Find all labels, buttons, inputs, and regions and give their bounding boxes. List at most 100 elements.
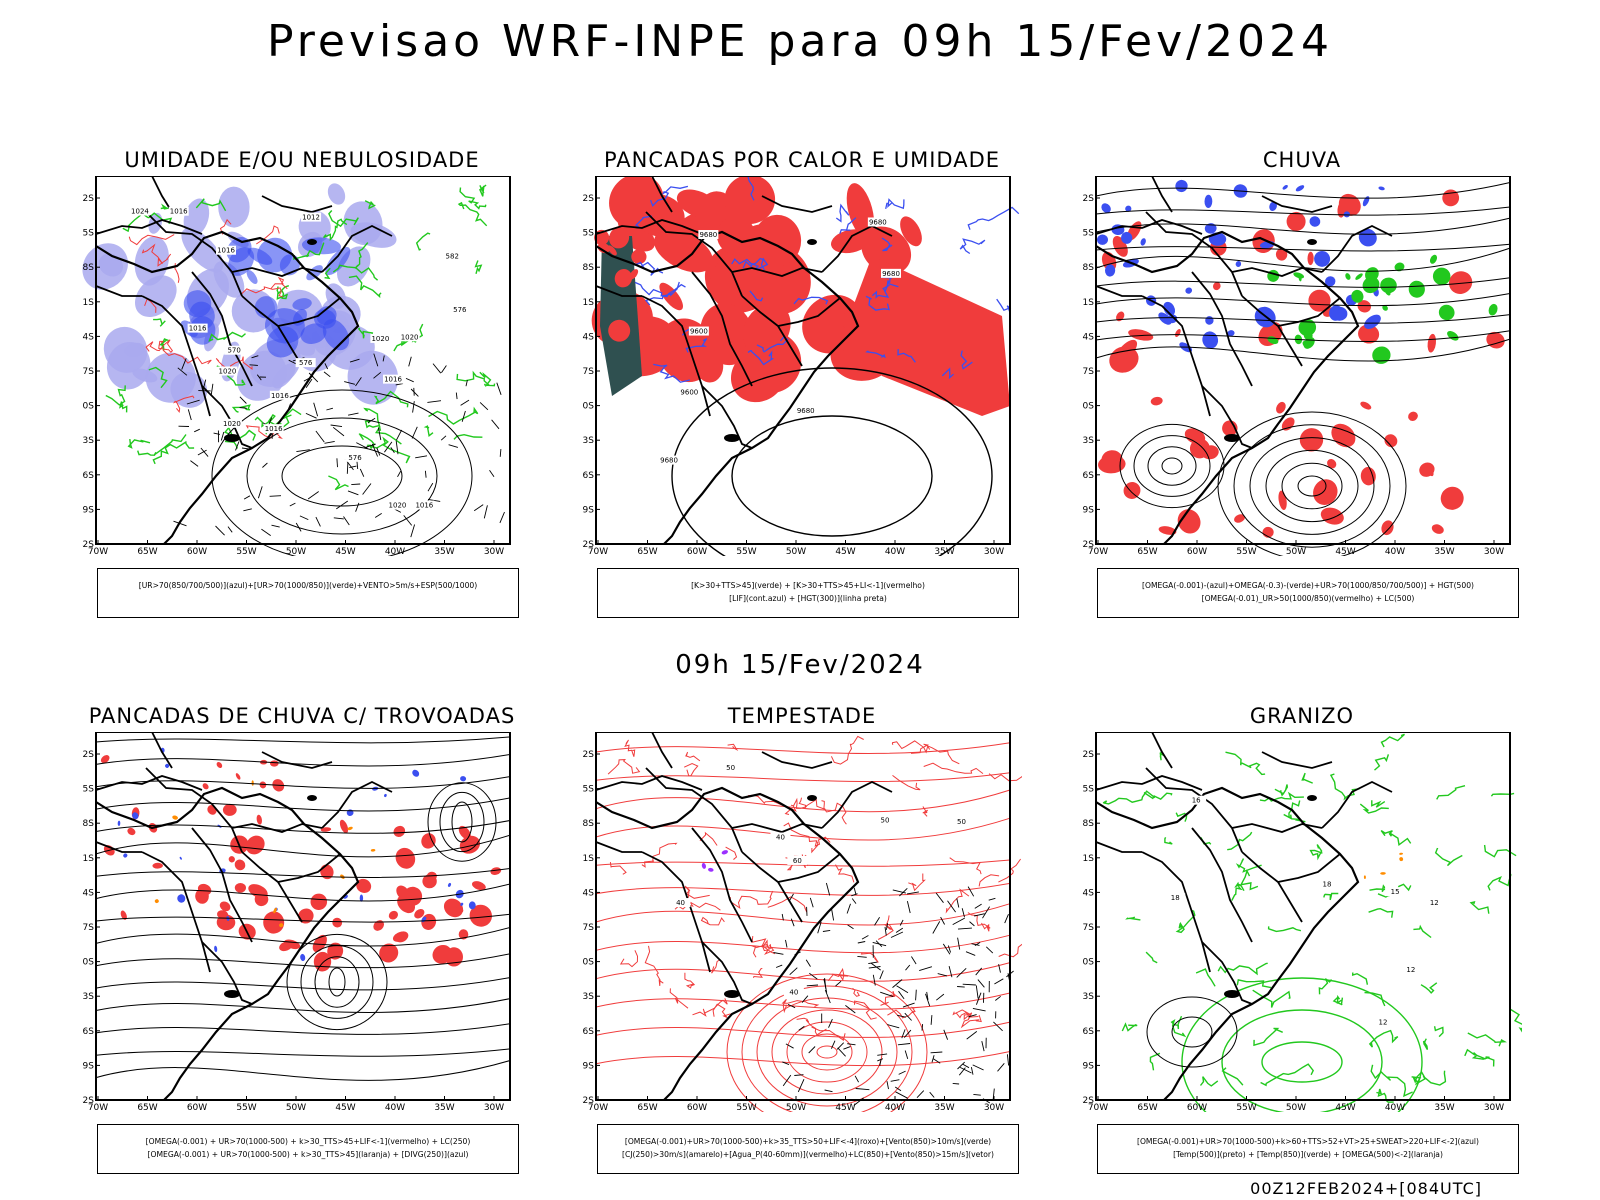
- wind-vector-850: [872, 974, 876, 986]
- low-level-humidity-contour: [231, 404, 251, 413]
- wind-vector: [299, 515, 309, 521]
- omega-green-shade: [1298, 274, 1302, 282]
- wind-vector: [405, 377, 414, 383]
- precipitable-water-contour: [767, 896, 808, 913]
- lon-tick-label: 70W: [588, 547, 608, 556]
- wind-vector-850: [940, 916, 945, 925]
- precipitable-water-contour: [877, 915, 894, 940]
- precipitable-water-contour: [685, 751, 701, 762]
- pressure-isobar: [281, 445, 403, 507]
- thunderstorm-shade: [100, 755, 110, 764]
- lon-tick-label: 60W: [187, 547, 207, 556]
- wind-vector-850: [929, 1091, 935, 1098]
- wind-vector-850: [785, 939, 788, 948]
- contour-label-bg: [783, 987, 804, 997]
- lon-tick-label: 40W: [1385, 1103, 1405, 1112]
- height-500-contour: [1147, 446, 1197, 486]
- contour-label-bg: [698, 230, 719, 240]
- thickness-contour: [173, 395, 195, 413]
- streamline: [95, 913, 511, 923]
- thunderstorm-shade: [219, 901, 231, 912]
- wind-vector: [412, 401, 415, 413]
- temp-850-contour: [1164, 837, 1173, 845]
- legend-pancadas-calor: [K>30+TTS>45](verde) + [K>30+TTS>45+LI<-…: [597, 568, 1019, 618]
- wind-vector-850: [794, 1074, 804, 1076]
- panel-umidade: UMIDADE E/OU NEBULOSIDADE 12S 15S 18S 21S 24…: [82, 148, 522, 628]
- contour-label: 9600: [680, 388, 698, 396]
- contour-label-bg: [442, 251, 463, 261]
- streamline: [1095, 293, 1511, 307]
- country-border: [761, 195, 833, 213]
- wind-vector: [424, 470, 427, 478]
- wind-vector: [181, 358, 187, 370]
- contour-label: 40: [676, 899, 685, 907]
- high-humidity-shade: [134, 236, 169, 286]
- thunderstorm-shade: [222, 803, 237, 816]
- country-border: [691, 271, 753, 387]
- coastline: [595, 786, 860, 1101]
- streamline-vortex: [314, 956, 360, 1008]
- temp-850-contour: [1471, 1054, 1495, 1067]
- country-border: [231, 267, 323, 277]
- lon-tick-label: 45W: [835, 547, 855, 556]
- lon-tick-label: 70W: [1088, 547, 1108, 556]
- contour-label-bg: [295, 358, 316, 368]
- rain-omega-shade: [1357, 300, 1372, 313]
- rain-omega-shade: [1184, 428, 1206, 445]
- wind-vector-850: [932, 921, 941, 934]
- legend-umidade: [UR>70(850/700/500)](azul)+[UR>70(1000/8…: [97, 568, 519, 618]
- lon-tick-label: 60W: [187, 1103, 207, 1112]
- high-humidity-shade: [236, 350, 287, 401]
- omega-blue-shade: [1364, 314, 1381, 329]
- orange-index-shade: [251, 780, 254, 786]
- very-high-humidity-shade: [292, 298, 312, 310]
- precipitable-water-contour: [699, 831, 718, 846]
- thunderstorm-shade: [310, 893, 328, 911]
- lat-tick-label: 33S: [582, 436, 594, 446]
- wind-vector-850: [936, 993, 945, 1001]
- wind-vector: [499, 511, 505, 524]
- thunderstorm-shade: [217, 910, 229, 919]
- wind-vector: [307, 491, 319, 500]
- precipitable-water-contour: [952, 1009, 982, 1029]
- country-border: [691, 827, 753, 943]
- lat-tick-label: 21S: [82, 298, 94, 308]
- thunderstorm-shade: [339, 819, 349, 834]
- lon-tick-label: 35W: [934, 547, 954, 556]
- rain-omega-shade: [1338, 193, 1361, 216]
- omega-green-shade: [1298, 318, 1317, 337]
- lon-tick-label: 35W: [1434, 1103, 1454, 1112]
- thunderstorm-shade: [320, 827, 332, 832]
- contour-label: 50: [881, 816, 890, 824]
- country-border: [95, 285, 142, 297]
- contour-label: 9600: [690, 328, 708, 336]
- divergence-shade: [460, 902, 464, 906]
- country-border: [701, 385, 753, 449]
- lifted-index-contour: [747, 350, 775, 366]
- precipitable-water-contour: [619, 950, 639, 968]
- wind-vector-850: [824, 989, 831, 1004]
- wind-vector-850: [773, 952, 784, 955]
- lon-tick-label: 30W: [484, 547, 504, 556]
- wind-vector: [473, 504, 484, 512]
- wind-vector-850: [886, 1081, 889, 1090]
- contour-label: 9680: [660, 457, 678, 465]
- wind-vector-850: [952, 917, 965, 925]
- low-level-humidity-contour: [148, 366, 168, 389]
- precipitable-water-contour: [860, 952, 879, 963]
- streamline-850: [771, 1009, 883, 1095]
- omega-blue-shade: [1269, 201, 1277, 212]
- country-border: [191, 271, 253, 387]
- lat-tick-label: 39S: [582, 1061, 594, 1071]
- lon-tick-label: 45W: [335, 547, 355, 556]
- wind-vector-850: [961, 908, 965, 918]
- lat-tick-label: 39S: [582, 505, 594, 515]
- lat-tick-label: 30S: [582, 958, 594, 968]
- wind-vector: [415, 455, 428, 459]
- wind-vector: [249, 364, 258, 366]
- wind-vector: [261, 528, 271, 536]
- temp-850-contour: [1253, 1027, 1283, 1047]
- country-border: [1141, 851, 1211, 973]
- lon-tick-label: 30W: [984, 547, 1004, 556]
- streamline: [95, 834, 511, 858]
